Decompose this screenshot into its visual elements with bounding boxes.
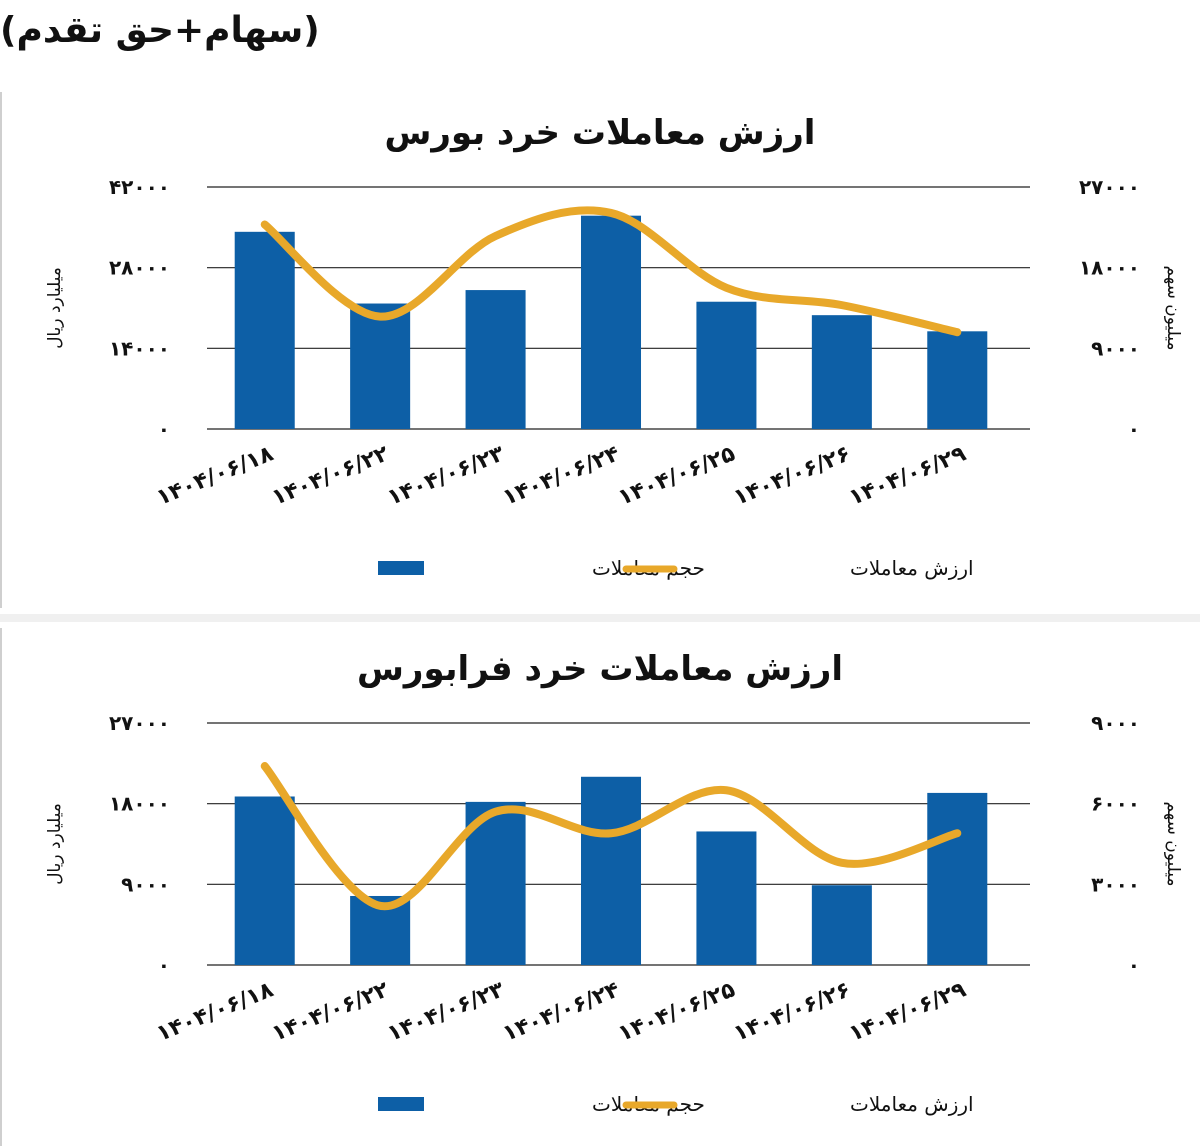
- x-tick-label: ۱۴۰۴/۰۶/۲۹: [846, 441, 970, 510]
- y-tick-right: ۶۰۰۰: [1091, 792, 1140, 816]
- y-tick-left: ۰: [158, 953, 170, 977]
- chart-panel-farabourse: ارزش معاملات خرد فرابورس ۰ ۰ ۹۰۰۰ ۳۰۰۰ ۱۸۰۰۰ ۶…: [0, 628, 1200, 1146]
- bar: [580, 776, 642, 965]
- legend-swatch-bar: [378, 561, 424, 575]
- x-tick-label: ۱۴۰۴/۰۶/۲۳: [384, 977, 508, 1047]
- chart-panel-bourse: ارزش معاملات خرد بورس ۰ ۰ ۱۴۰۰۰ ۹۰۰۰ ۲۸۰۰۰ ۱۸۰…: [0, 92, 1200, 608]
- bar: [580, 215, 642, 429]
- bar: [696, 301, 757, 429]
- y-tick-left: ۹۰۰۰: [121, 872, 170, 896]
- y-axis-label-right: میلیون سهم: [1163, 265, 1183, 350]
- y-tick-left: ۰: [158, 417, 170, 441]
- x-tick-label: ۱۴۰۴/۰۶/۱۸: [153, 977, 277, 1047]
- y-tick-right: ۳۰۰۰: [1091, 872, 1140, 896]
- x-tick-label: ۱۴۰۴/۰۶/۲۶: [730, 977, 854, 1046]
- panel-border-top: [0, 92, 2, 608]
- y-tick-right: ۰: [1128, 417, 1140, 441]
- x-tick-label: ۱۴۰۴/۰۶/۲۶: [730, 441, 854, 510]
- bar: [234, 796, 295, 965]
- y-tick-left: ۲۷۰۰۰: [109, 711, 170, 735]
- y-tick-right: ۹۰۰۰: [1091, 711, 1140, 735]
- y-tick-right: ۱۸۰۰۰: [1079, 256, 1140, 280]
- bar: [350, 303, 411, 429]
- x-tick-label: ۱۴۰۴/۰۶/۲۴: [499, 977, 623, 1046]
- y-tick-left: ۱۴۰۰۰: [109, 336, 170, 360]
- y-tick-right: ۰: [1128, 953, 1140, 977]
- legend-label-line: ارزش معاملات: [850, 1092, 974, 1116]
- chart-title: ارزش معاملات خرد بورس: [385, 113, 816, 153]
- legend-swatch-bar: [378, 1097, 424, 1111]
- y-tick-left: ۱۸۰۰۰: [109, 792, 170, 816]
- y-tick-left: ۲۸۰۰۰: [109, 256, 170, 280]
- x-tick-label: ۱۴۰۴/۰۶/۱۸: [153, 441, 277, 511]
- chart-bourse: ارزش معاملات خرد بورس ۰ ۰ ۱۴۰۰۰ ۹۰۰۰ ۲۸۰۰۰ ۱۸۰…: [45, 113, 1183, 580]
- bar: [696, 831, 757, 965]
- x-tick-label: ۱۴۰۴/۰۶/۲۵: [615, 977, 739, 1046]
- bar: [234, 231, 295, 429]
- bar: [927, 792, 988, 965]
- page-heading: (سهام+حق تقدم): [0, 10, 320, 51]
- y-axis-label-left: میلیارد ریال: [45, 803, 65, 885]
- chart-farabourse: ارزش معاملات خرد فرابورس ۰ ۰ ۹۰۰۰ ۳۰۰۰ ۱۸۰۰۰ ۶…: [45, 649, 1183, 1116]
- y-tick-right: ۲۷۰۰۰: [1079, 175, 1140, 199]
- panel-divider: [0, 614, 1200, 622]
- bar: [811, 315, 872, 429]
- legend-label-line: ارزش معاملات: [850, 556, 974, 580]
- y-tick-right: ۹۰۰۰: [1091, 336, 1140, 360]
- x-tick-label: ۱۴۰۴/۰۶/۲۵: [615, 441, 739, 510]
- x-tick-label: ۱۴۰۴/۰۶/۲۲: [269, 441, 393, 511]
- y-tick-left: ۴۲۰۰۰: [109, 175, 170, 199]
- x-tick-label: ۱۴۰۴/۰۶/۲۳: [384, 441, 508, 511]
- bar: [465, 290, 526, 429]
- bar: [811, 885, 872, 965]
- y-axis-label-left: میلیارد ریال: [45, 267, 65, 349]
- y-axis-label-right: میلیون سهم: [1163, 801, 1183, 886]
- bar: [927, 331, 988, 429]
- x-tick-label: ۱۴۰۴/۰۶/۲۴: [499, 441, 623, 510]
- panel-border-bottom: [0, 628, 2, 1146]
- x-tick-label: ۱۴۰۴/۰۶/۲۹: [846, 977, 970, 1046]
- chart-title: ارزش معاملات خرد فرابورس: [357, 649, 843, 689]
- x-tick-label: ۱۴۰۴/۰۶/۲۲: [269, 977, 393, 1047]
